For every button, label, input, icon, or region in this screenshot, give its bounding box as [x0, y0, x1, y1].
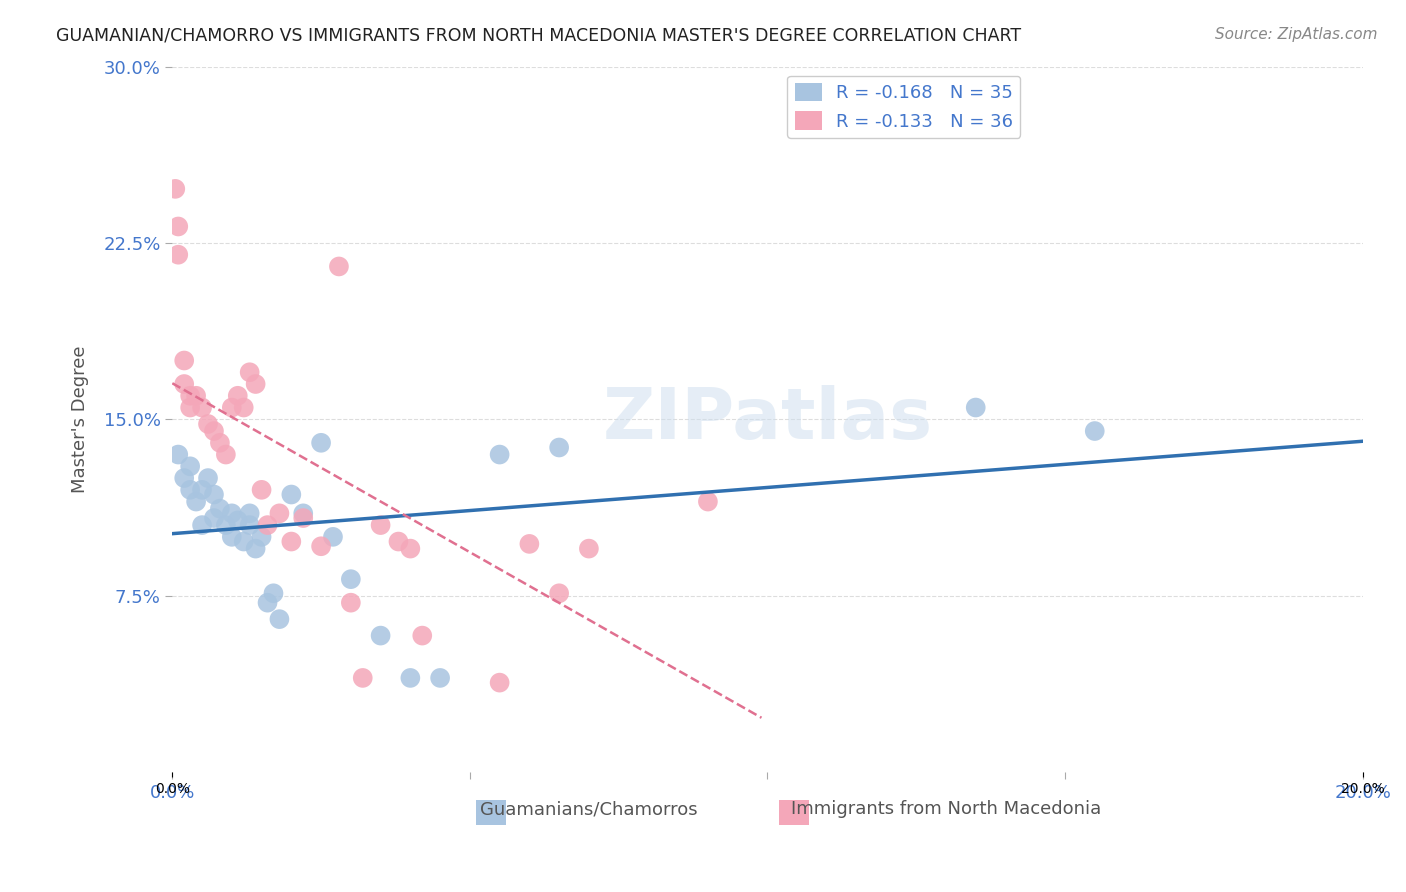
Point	[370, 518, 392, 533]
Point	[309, 539, 332, 553]
Point	[191, 518, 214, 533]
Point	[322, 530, 344, 544]
Point	[191, 483, 214, 497]
Point	[226, 389, 249, 403]
Point	[399, 541, 422, 556]
Point	[202, 424, 225, 438]
Point	[697, 494, 720, 508]
Point	[179, 389, 201, 403]
Point	[184, 389, 207, 403]
Point	[250, 483, 273, 497]
Text: GUAMANIAN/CHAMORRO VS IMMIGRANTS FROM NORTH MACEDONIA MASTER'S DEGREE CORRELATIO: GUAMANIAN/CHAMORRO VS IMMIGRANTS FROM NO…	[56, 27, 1021, 45]
FancyBboxPatch shape	[475, 800, 506, 825]
Point	[263, 586, 285, 600]
Point	[173, 471, 195, 485]
Point	[191, 401, 214, 415]
Point	[173, 353, 195, 368]
Point	[239, 506, 262, 520]
Point	[245, 377, 267, 392]
Point	[309, 435, 332, 450]
Point	[250, 530, 273, 544]
Point	[578, 541, 600, 556]
Point	[208, 435, 231, 450]
Point	[232, 534, 254, 549]
Point	[165, 182, 187, 196]
Point	[179, 459, 201, 474]
Point	[411, 629, 433, 643]
Point	[387, 534, 409, 549]
Point	[340, 572, 363, 586]
Point	[221, 506, 243, 520]
Point	[245, 541, 267, 556]
Point	[429, 671, 451, 685]
Point	[488, 448, 510, 462]
Text: Guamanians/Chamorros: Guamanians/Chamorros	[479, 800, 697, 818]
Point	[167, 248, 190, 262]
Point	[173, 377, 195, 392]
Point	[215, 448, 238, 462]
Point	[269, 506, 291, 520]
Point	[328, 260, 350, 274]
Point	[548, 586, 571, 600]
Point	[340, 596, 363, 610]
Text: Immigrants from North Macedonia: Immigrants from North Macedonia	[790, 800, 1101, 818]
Legend: R = -0.168   N = 35, R = -0.133   N = 36: R = -0.168 N = 35, R = -0.133 N = 36	[787, 76, 1021, 137]
Point	[167, 219, 190, 234]
Point	[239, 518, 262, 533]
Point	[221, 401, 243, 415]
Point	[965, 401, 987, 415]
Point	[197, 471, 219, 485]
Point	[488, 675, 510, 690]
Point	[184, 494, 207, 508]
Point	[179, 401, 201, 415]
Point	[226, 513, 249, 527]
Point	[269, 612, 291, 626]
Point	[221, 530, 243, 544]
Point	[197, 417, 219, 431]
Point	[215, 518, 238, 533]
Point	[179, 483, 201, 497]
Point	[256, 518, 278, 533]
Point	[232, 401, 254, 415]
Point	[519, 537, 541, 551]
Point	[1084, 424, 1107, 438]
Point	[202, 511, 225, 525]
Point	[352, 671, 374, 685]
Point	[292, 511, 315, 525]
Point	[239, 365, 262, 379]
Point	[208, 501, 231, 516]
Point	[202, 487, 225, 501]
Text: ZIPatlas: ZIPatlas	[602, 384, 932, 454]
Point	[399, 671, 422, 685]
Point	[280, 487, 302, 501]
Point	[256, 596, 278, 610]
Y-axis label: Master's Degree: Master's Degree	[72, 345, 89, 493]
Point	[548, 441, 571, 455]
Text: Source: ZipAtlas.com: Source: ZipAtlas.com	[1215, 27, 1378, 42]
Point	[370, 629, 392, 643]
Point	[167, 448, 190, 462]
FancyBboxPatch shape	[779, 800, 808, 825]
Point	[280, 534, 302, 549]
Point	[292, 506, 315, 520]
